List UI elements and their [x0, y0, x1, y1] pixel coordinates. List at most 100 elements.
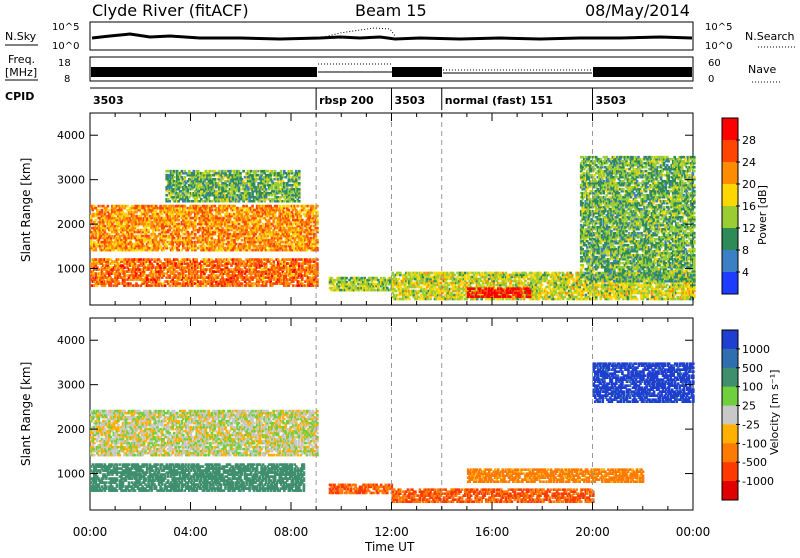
echo-cell: [297, 205, 300, 208]
echo-cell: [129, 282, 132, 285]
date-title: 08/May/2014: [585, 1, 690, 20]
echo-cell: [147, 205, 150, 208]
echo-cell: [230, 213, 233, 216]
nave-tick-top: 60: [708, 58, 721, 69]
cpid-segment-label: 3503: [93, 94, 124, 107]
echo-cell: [241, 239, 244, 242]
echo-cell: [184, 205, 187, 208]
echo-cell: [209, 170, 212, 173]
freq-tick-bottom: 8: [64, 74, 70, 85]
echo-cell: [196, 258, 199, 261]
echo-cell: [123, 266, 126, 269]
echo-cell: [227, 258, 230, 261]
echo-cell: [126, 205, 129, 208]
echo-cell: [233, 170, 236, 173]
echo-cell: [95, 272, 98, 275]
echo-cell: [274, 170, 277, 173]
echo-cell: [147, 229, 150, 232]
echo-cell: [298, 170, 301, 173]
beam-title: Beam 15: [355, 1, 427, 20]
cpid-segment-label: rbsp 200: [319, 94, 374, 107]
freq-bar-segment-2: [392, 67, 442, 77]
freq-bar-segment-3: [593, 67, 692, 77]
echo-cell: [168, 284, 171, 287]
echo-cell: [245, 274, 248, 277]
echo-cell: [262, 223, 265, 226]
nsky-tick-top: 10^5: [52, 22, 79, 33]
echo-cell: [298, 200, 301, 203]
echo-cell: [152, 264, 155, 267]
echo-cell: [392, 272, 395, 275]
echo-cell: [137, 235, 140, 238]
echo-cell: [315, 235, 318, 238]
echo-cell: [275, 205, 278, 208]
nsky-label: N.Sky: [5, 30, 37, 43]
echo-cell: [165, 194, 168, 197]
echo-cell: [211, 200, 214, 203]
echo-cell: [137, 284, 140, 287]
echo-cell: [152, 270, 155, 273]
cpid-segment-label: 3503: [596, 94, 627, 107]
echo-cell: [107, 209, 110, 212]
echo-cell: [292, 245, 295, 248]
cpid-segment-label: 3503: [395, 94, 426, 107]
echo-cell: [214, 178, 217, 181]
echo-cell: [150, 258, 153, 261]
echo-cell: [239, 172, 242, 175]
echo-cell: [224, 170, 227, 173]
echo-cell: [248, 225, 251, 228]
echo-cell: [199, 235, 202, 238]
echo-cell: [257, 270, 260, 273]
echo-cell: [272, 260, 275, 263]
echo-cell: [120, 258, 123, 261]
echo-cell: [283, 205, 286, 208]
echo-cell: [313, 258, 316, 261]
echo-cell: [298, 188, 301, 191]
echo-cell: [164, 284, 167, 287]
echo-cell: [173, 176, 176, 179]
nsearch-tick-top: 10^5: [705, 22, 732, 33]
echo-cell: [107, 205, 110, 208]
echo-cell: [193, 170, 196, 173]
echo-cell: [159, 245, 162, 248]
station-title: Clyde River (fitACF): [92, 1, 249, 20]
freq-tick-top: 18: [58, 58, 71, 69]
echo-cell: [333, 279, 336, 282]
echo-cell: [333, 285, 336, 288]
echo-cell: [177, 249, 180, 252]
echo-cell: [162, 272, 165, 275]
echo-cell: [170, 227, 173, 230]
echo-cell: [312, 205, 315, 208]
nave-label: Nave: [748, 63, 776, 76]
echo-cell: [316, 227, 319, 230]
echo-cell: [242, 205, 245, 208]
echo-cell: [282, 241, 285, 244]
echo-cell: [177, 219, 180, 222]
echo-cell: [108, 233, 111, 236]
echo-cell: [316, 262, 319, 265]
freq-unit: [MHz]: [5, 66, 37, 79]
echo-cell: [280, 170, 283, 173]
echo-cell: [292, 284, 295, 287]
echo-cell: [374, 289, 377, 292]
echo-cell: [173, 170, 176, 173]
echo-cell: [101, 209, 104, 212]
echo-cell: [241, 282, 244, 285]
echo-cell: [398, 278, 401, 281]
echo-cell: [117, 258, 120, 261]
echo-cell: [168, 200, 171, 203]
echo-cell: [266, 170, 269, 173]
echo-cell: [226, 184, 229, 187]
echo-cell: [104, 225, 107, 228]
echo-cell: [188, 200, 191, 203]
freq-bar-segment-1: [91, 67, 317, 77]
echo-cell: [165, 245, 168, 248]
echo-cell: [221, 227, 224, 230]
echo-cell: [251, 205, 254, 208]
cpid-label: CPID: [5, 90, 34, 103]
echo-cell: [158, 229, 161, 232]
echo-cell: [223, 239, 226, 242]
echo-cell: [208, 258, 211, 261]
